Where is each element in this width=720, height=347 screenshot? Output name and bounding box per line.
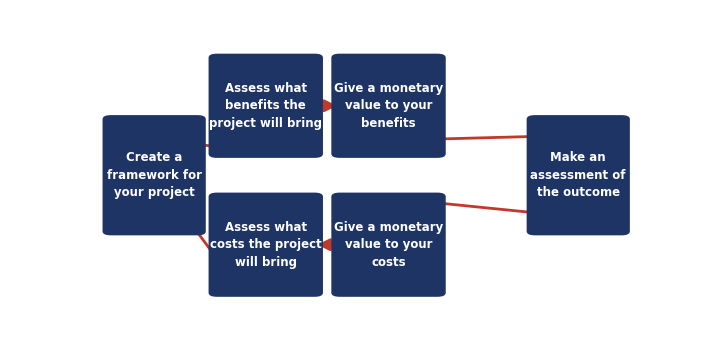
FancyBboxPatch shape xyxy=(102,115,206,235)
FancyBboxPatch shape xyxy=(209,54,323,158)
Text: Create a
framework for
your project: Create a framework for your project xyxy=(107,151,202,199)
FancyBboxPatch shape xyxy=(331,54,446,158)
FancyBboxPatch shape xyxy=(331,193,446,297)
Text: Assess what
benefits the
project will bring: Assess what benefits the project will br… xyxy=(210,82,323,130)
Text: Give a monetary
value to your
costs: Give a monetary value to your costs xyxy=(334,221,443,269)
Text: Give a monetary
value to your
benefits: Give a monetary value to your benefits xyxy=(334,82,443,130)
FancyBboxPatch shape xyxy=(209,193,323,297)
Text: Make an
assessment of
the outcome: Make an assessment of the outcome xyxy=(531,151,626,199)
FancyBboxPatch shape xyxy=(526,115,630,235)
Text: Assess what
costs the project
will bring: Assess what costs the project will bring xyxy=(210,221,322,269)
